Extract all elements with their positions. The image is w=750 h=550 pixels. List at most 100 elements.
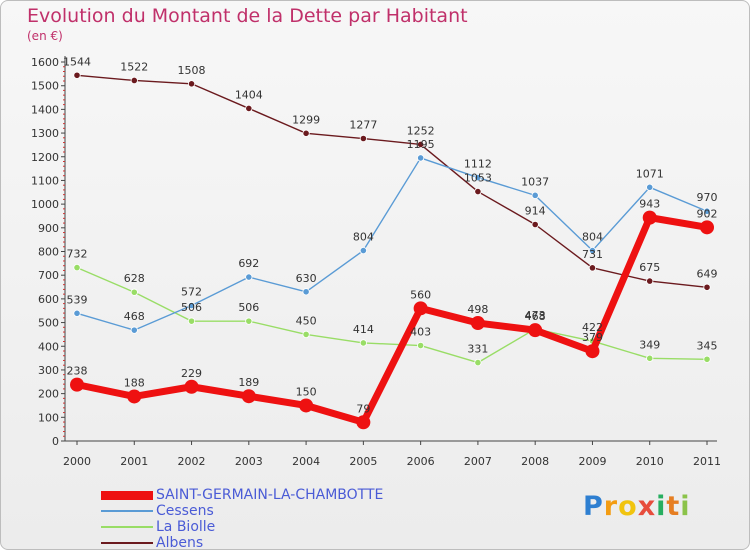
data-label-3: 675 <box>639 261 660 274</box>
data-point-0 <box>241 389 256 404</box>
series-line-0 <box>76 214 708 426</box>
data-point-3 <box>531 220 539 229</box>
data-point-0 <box>70 377 84 392</box>
x-tick-label: 2000 <box>63 455 91 468</box>
y-tick-label: 1400 <box>31 103 59 116</box>
y-tick-label: 0 <box>52 435 59 448</box>
data-point-0 <box>413 301 428 316</box>
data-label-0: 498 <box>467 303 488 316</box>
legend-swatch <box>101 526 153 528</box>
legend-label: Cessens <box>156 503 214 519</box>
data-label-2: 331 <box>467 343 488 356</box>
data-point-2 <box>73 264 81 272</box>
data-point-0 <box>470 316 485 331</box>
data-label-2: 403 <box>410 326 431 339</box>
data-label-3: 1522 <box>120 60 148 73</box>
y-tick-label: 1100 <box>31 174 59 187</box>
data-label-2: 450 <box>296 314 317 327</box>
data-label-1: 804 <box>582 231 603 244</box>
x-tick-label: 2009 <box>578 455 606 468</box>
data-label-0: 560 <box>410 288 431 301</box>
data-label-0: 902 <box>697 207 718 220</box>
y-tick-label: 100 <box>38 411 59 424</box>
data-point-1 <box>245 273 253 281</box>
data-point-2 <box>646 354 654 362</box>
data-point-3 <box>588 264 597 272</box>
data-point-2 <box>703 355 711 363</box>
y-tick-label: 200 <box>38 388 59 401</box>
legend-item: Cessens <box>101 503 383 519</box>
data-label-3: 1299 <box>292 113 320 126</box>
data-point-2 <box>130 288 138 296</box>
x-tick-label: 2002 <box>178 455 206 468</box>
data-point-1 <box>302 288 310 296</box>
x-tick-label: 2005 <box>349 455 377 468</box>
data-point-0 <box>642 210 657 225</box>
data-point-1 <box>474 173 482 182</box>
series-line-2 <box>76 266 708 364</box>
data-label-1: 692 <box>238 257 259 270</box>
x-tick-label: 2001 <box>120 455 148 468</box>
data-point-3 <box>646 277 654 285</box>
data-label-2: 506 <box>238 301 259 314</box>
data-label-1: 1037 <box>521 175 549 188</box>
data-point-3 <box>73 71 81 79</box>
data-point-2 <box>359 339 367 347</box>
data-label-3: 1508 <box>178 64 206 77</box>
unit-label: (en €) <box>27 29 63 43</box>
data-point-3 <box>245 104 253 113</box>
data-point-1 <box>187 301 196 310</box>
data-label-0: 379 <box>582 331 603 344</box>
logo-letter: o <box>618 491 638 522</box>
data-label-1: 1195 <box>407 138 435 151</box>
data-label-3: 1404 <box>235 88 263 101</box>
legend-swatch <box>101 490 153 500</box>
data-label-0: 238 <box>67 365 88 378</box>
data-point-1 <box>73 309 81 317</box>
legend-swatch <box>101 542 153 544</box>
data-label-2: 414 <box>353 323 374 336</box>
y-tick-label: 500 <box>38 317 59 330</box>
y-tick-label: 1000 <box>31 198 59 211</box>
data-label-0: 229 <box>181 367 202 380</box>
series-line-3 <box>76 74 708 288</box>
data-label-2: 506 <box>181 301 202 314</box>
data-label-3: 649 <box>697 267 718 280</box>
data-label-3: 1544 <box>63 55 91 68</box>
x-tick-label: 2006 <box>407 455 435 468</box>
y-tick-label: 1200 <box>31 151 59 164</box>
data-label-1: 468 <box>124 310 145 323</box>
data-point-0 <box>184 379 199 394</box>
y-tick-label: 900 <box>38 222 59 235</box>
legend-item: SAINT-GERMAIN-LA-CHAMBOTTE <box>101 487 383 503</box>
data-label-1: 1112 <box>464 158 492 171</box>
data-label-0: 468 <box>525 310 546 323</box>
data-point-3 <box>302 129 310 137</box>
y-tick-label: 300 <box>38 364 59 377</box>
data-point-1 <box>588 246 597 255</box>
data-point-2 <box>474 358 482 367</box>
y-tick-label: 700 <box>38 269 59 282</box>
logo-letter: i <box>656 491 667 522</box>
x-tick-label: 2007 <box>464 455 492 468</box>
logo-letter: r <box>603 491 619 522</box>
data-point-1 <box>531 191 539 199</box>
data-point-1 <box>417 154 425 162</box>
data-label-1: 970 <box>697 191 718 204</box>
data-label-3: 1252 <box>407 124 435 137</box>
data-point-0 <box>585 344 600 359</box>
series-line-1 <box>76 157 708 331</box>
legend-swatch <box>101 510 153 512</box>
data-point-1 <box>646 183 654 191</box>
data-point-3 <box>474 187 482 196</box>
data-label-3: 1277 <box>349 119 377 132</box>
data-label-3: 731 <box>582 248 603 261</box>
data-label-0: 79 <box>356 402 370 415</box>
data-point-3 <box>359 134 367 143</box>
data-label-0: 943 <box>639 198 660 211</box>
data-point-1 <box>359 246 367 255</box>
data-point-3 <box>417 140 425 149</box>
y-tick-label: 1600 <box>31 56 59 69</box>
